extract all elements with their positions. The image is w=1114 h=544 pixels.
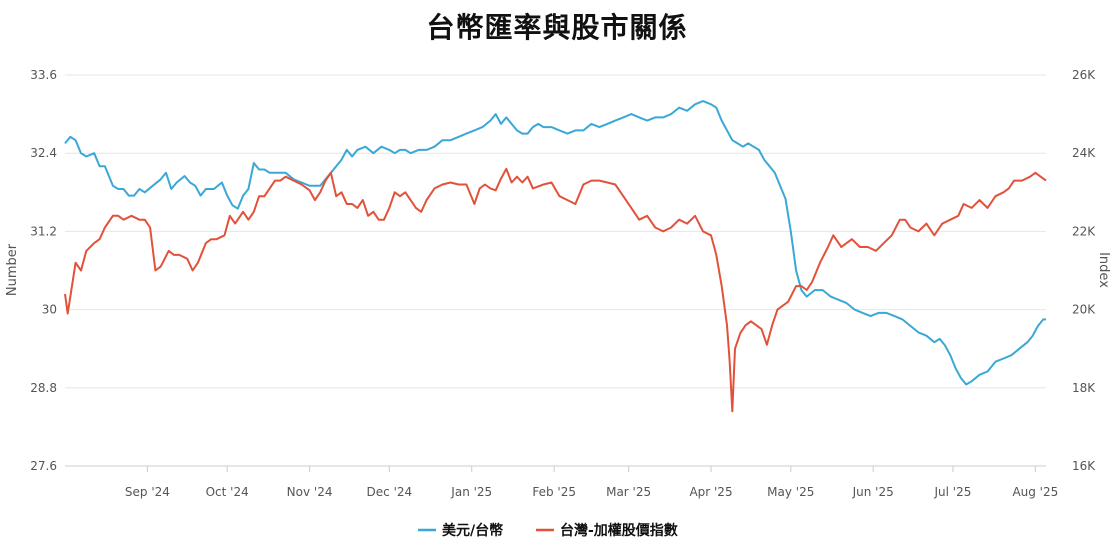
series-line-taiex xyxy=(64,167,1047,413)
legend-item-label[interactable]: 美元/台幣 xyxy=(442,522,503,539)
y-right-tick-label: 24K xyxy=(1072,146,1096,160)
series-lines xyxy=(64,100,1047,413)
series-line-usd-twd xyxy=(64,100,1046,386)
chart-title: 台幣匯率與股市關係 xyxy=(426,11,688,44)
x-tick-label: Feb '25 xyxy=(532,485,576,499)
y-axis-left: 33.6 32.4 31.2 30 28.8 27.6 xyxy=(30,68,57,473)
x-tick-label: Mar '25 xyxy=(606,485,651,499)
x-tick-label: Jun '25 xyxy=(852,485,894,499)
x-tick-label: May '25 xyxy=(767,485,814,499)
y-left-tick-label: 32.4 xyxy=(30,146,57,160)
y-right-tick-label: 22K xyxy=(1072,224,1096,238)
y-right-tick-label: 26K xyxy=(1072,68,1096,82)
y-left-tick-label: 28.8 xyxy=(30,381,57,395)
y-axis-right-title: Index xyxy=(1096,252,1111,288)
y-axis-right: 26K 24K 22K 20K 18K 16K xyxy=(1072,68,1096,473)
legend: 美元/台幣 台灣-加權股價指數 xyxy=(418,522,678,539)
legend-item-label[interactable]: 台灣-加權股價指數 xyxy=(560,522,678,539)
y-left-tick-label: 30 xyxy=(42,303,57,317)
x-tick-label: Aug '25 xyxy=(1012,485,1058,499)
x-tick-label: Apr '25 xyxy=(689,485,732,499)
y-axis-left-title: Number xyxy=(5,243,20,296)
x-tick-label: Jul '25 xyxy=(934,485,972,499)
y-left-tick-label: 33.6 xyxy=(30,68,57,82)
x-tick-label: Jan '25 xyxy=(450,485,492,499)
x-axis: Sep '24 Oct '24 Nov '24 Dec '24 Jan '25 Feb '… xyxy=(125,466,1058,499)
y-left-tick-label: 27.6 xyxy=(30,459,57,473)
y-right-tick-label: 16K xyxy=(1072,459,1096,473)
x-tick-label: Nov '24 xyxy=(287,485,333,499)
y-right-tick-label: 18K xyxy=(1072,381,1096,395)
y-left-tick-label: 31.2 xyxy=(30,224,57,238)
x-tick-label: Sep '24 xyxy=(125,485,170,499)
gridlines xyxy=(65,74,1046,467)
y-right-tick-label: 20K xyxy=(1072,303,1096,317)
x-tick-label: Dec '24 xyxy=(367,485,413,499)
x-tick-label: Oct '24 xyxy=(206,485,249,499)
